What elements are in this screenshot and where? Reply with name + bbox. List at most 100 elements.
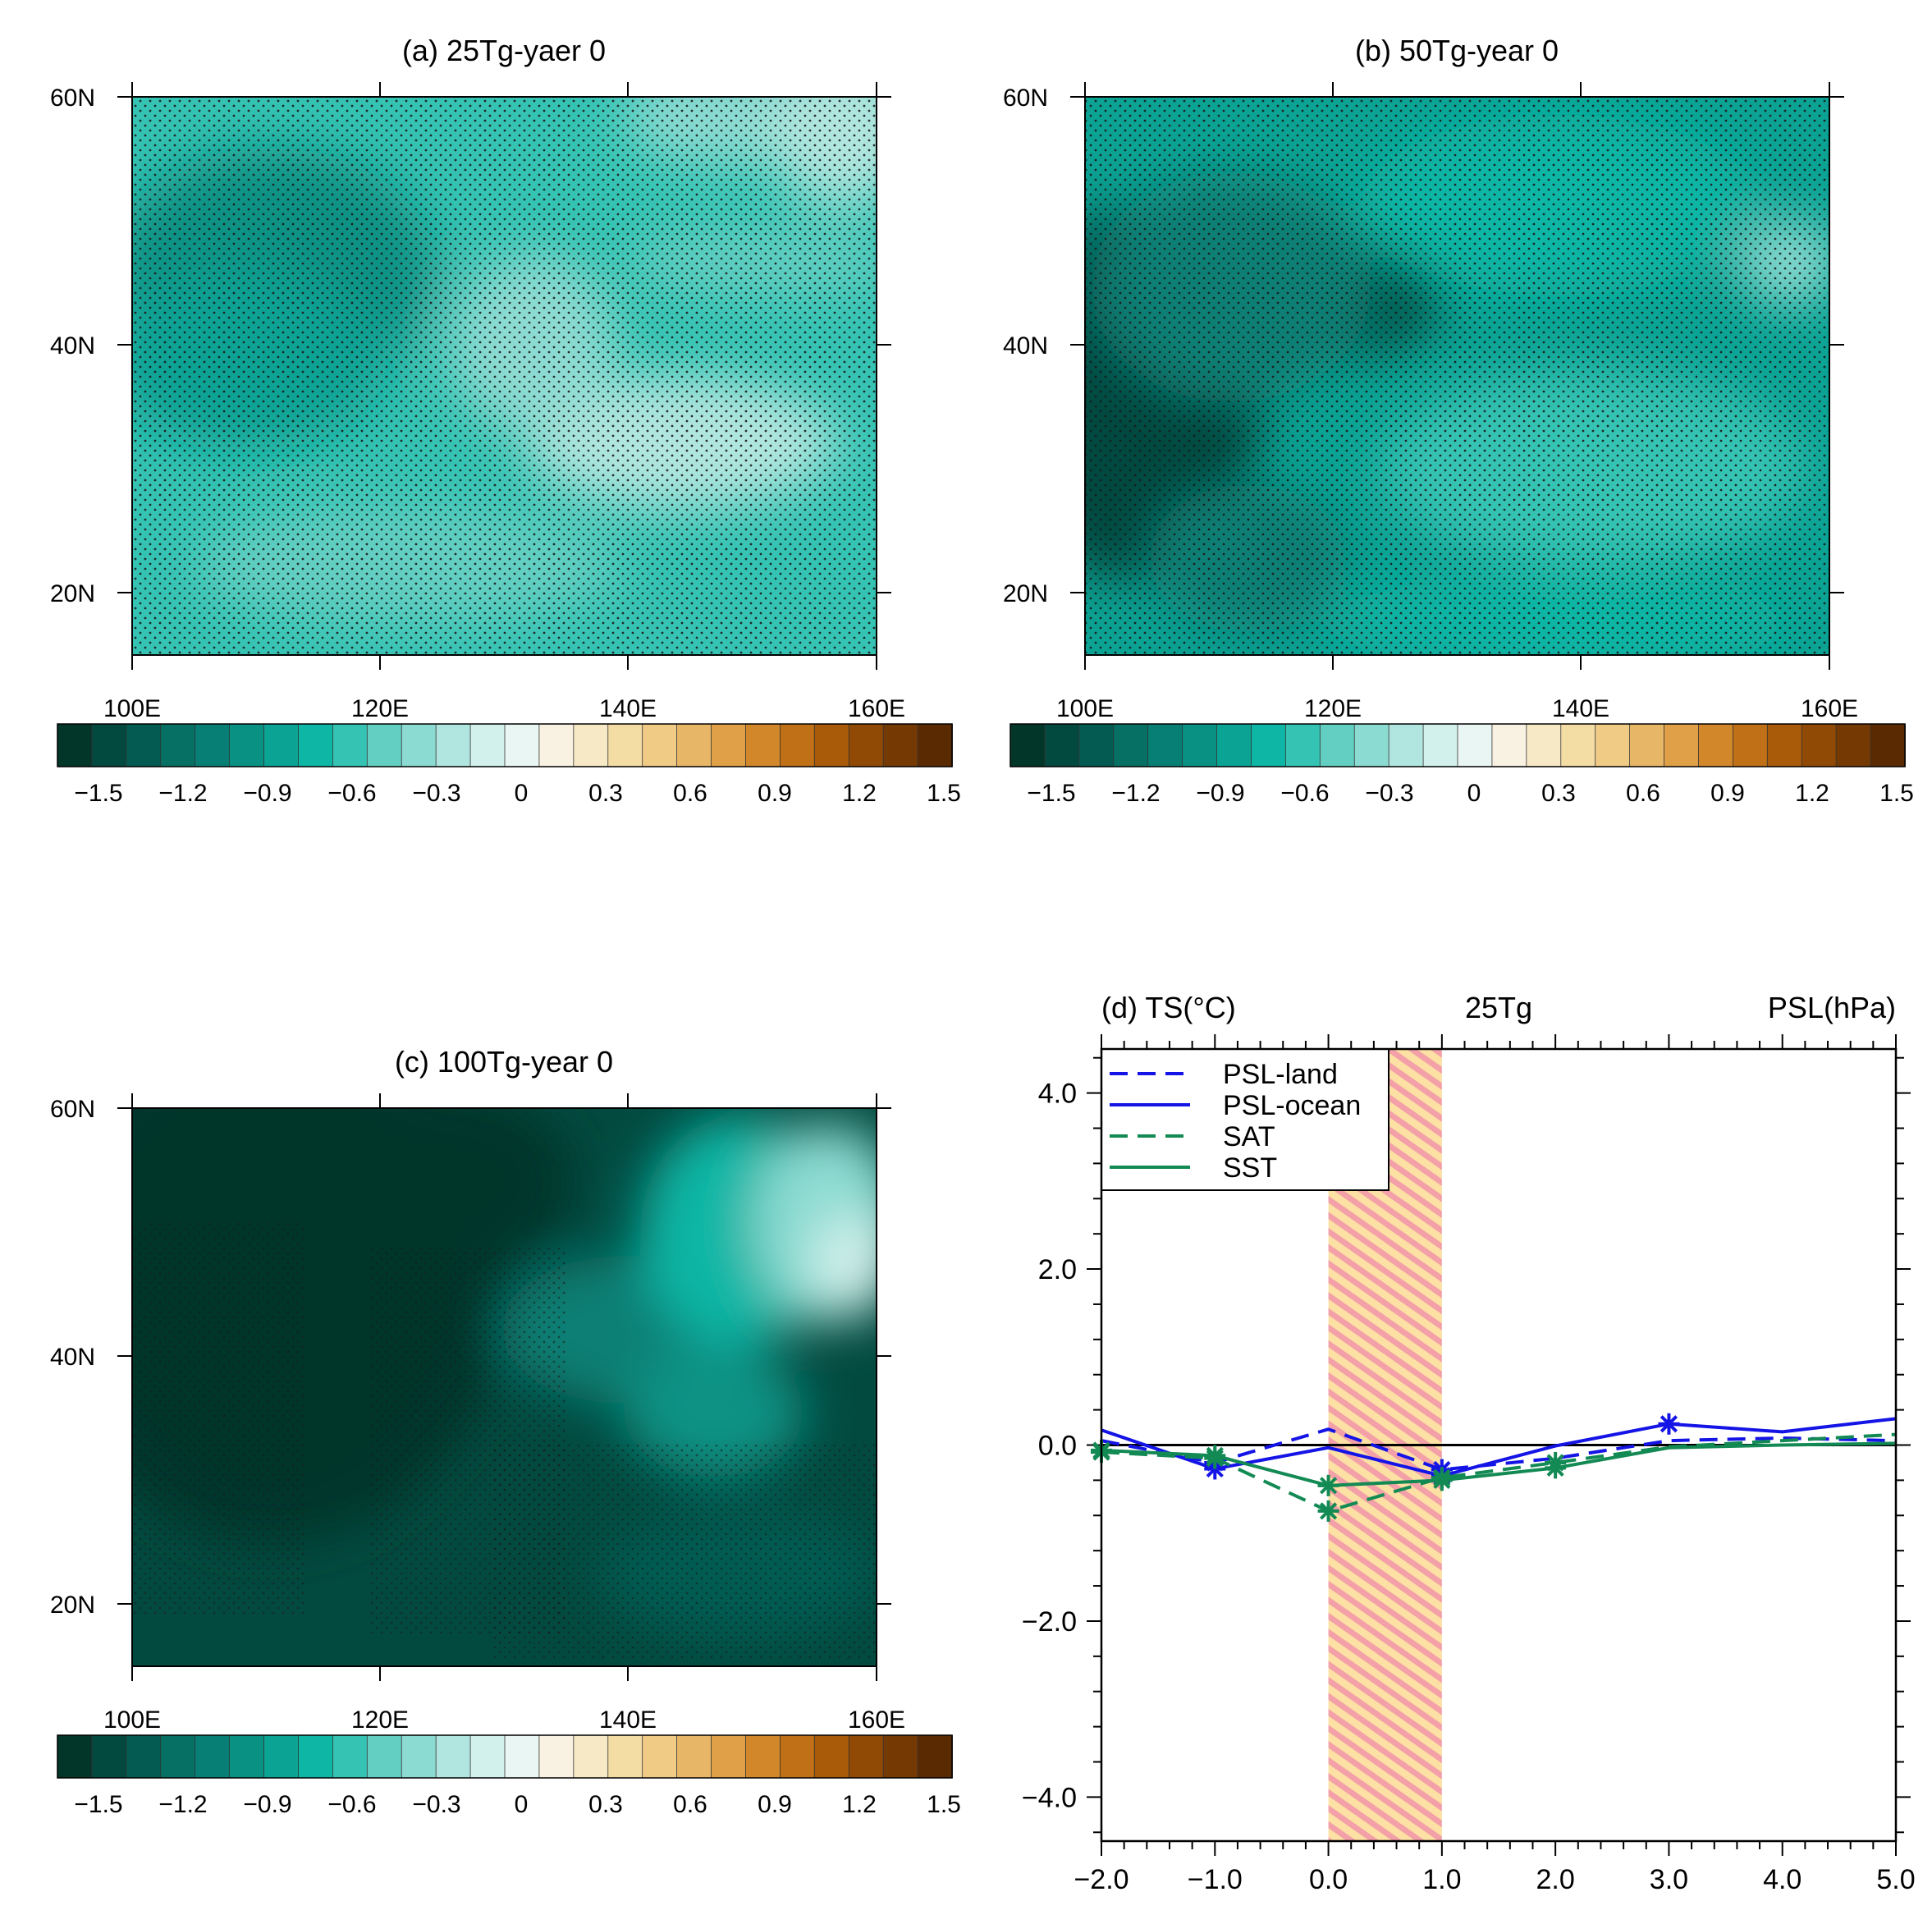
x-tick-label: 5.0 <box>1876 1864 1915 1895</box>
colorbar-label: −0.3 <box>1365 780 1413 807</box>
lon-label: 100E <box>103 695 161 722</box>
colorbar-swatch <box>263 723 300 767</box>
y-tick-label: 0.0 <box>1038 1431 1077 1462</box>
colorbar-swatch <box>882 723 918 767</box>
series-marker <box>1206 1446 1224 1464</box>
series-line-sst <box>1101 1441 1897 1487</box>
lon-label: 100E <box>103 1706 161 1734</box>
lat-label: 40N <box>1003 332 1048 360</box>
colorbar-label: 0 <box>515 1791 529 1818</box>
colorbar-swatch <box>711 1734 747 1779</box>
lat-label: 20N <box>50 580 95 607</box>
lon-label: 140E <box>1552 695 1609 722</box>
colorbar-swatch <box>126 1734 162 1779</box>
chart-title-right: PSL(hPa) <box>1768 991 1896 1024</box>
lat-label: 60N <box>1003 85 1048 112</box>
chart-title-left: (d) TS(°C) <box>1101 991 1236 1024</box>
colorbar-swatch <box>1009 723 1046 767</box>
colorbar-swatch <box>1801 723 1838 767</box>
x-tick-label: 1.0 <box>1422 1864 1461 1895</box>
colorbar-label: 0.9 <box>758 780 792 807</box>
colorbar-swatch <box>1388 723 1424 767</box>
colorbar-swatch <box>1526 723 1562 767</box>
colorbar-label: 0 <box>1467 780 1481 807</box>
colorbar-label: 0.3 <box>1541 780 1576 807</box>
colorbar-swatch <box>711 723 747 767</box>
colorbar-label: 0 <box>515 780 529 807</box>
colorbar-swatch <box>917 723 953 767</box>
map-panel-a: (a) 25Tg-yaer 0 60N 40N <box>50 34 961 807</box>
colorbar-swatch <box>298 723 334 767</box>
panel-c-title: (c) 100Tg-year 0 <box>395 1045 613 1079</box>
y-tick-label: −2.0 <box>1022 1606 1077 1638</box>
colorbar-swatch <box>882 1734 918 1779</box>
colorbar-swatch <box>1216 723 1252 767</box>
colorbar-swatch <box>1457 723 1493 767</box>
colorbar-swatch <box>160 723 196 767</box>
colorbar-swatch <box>642 723 678 767</box>
colorbar-swatch <box>332 1734 369 1779</box>
lon-label: 120E <box>1304 695 1362 722</box>
x-tick-label: −1.0 <box>1188 1864 1243 1895</box>
colorbar-label: −1.5 <box>1027 780 1075 807</box>
series-line-psl-land <box>1101 1427 1897 1472</box>
colorbar-swatch <box>1835 723 1871 767</box>
colorbar-swatch <box>504 723 540 767</box>
colorbar-swatch <box>1182 723 1218 767</box>
colorbar-label: −0.6 <box>327 1791 376 1818</box>
lat-label: 60N <box>50 1096 95 1123</box>
colorbar-swatch <box>1044 723 1080 767</box>
lon-label: 120E <box>351 1706 409 1734</box>
colorbar-swatch <box>779 723 816 767</box>
colorbar-swatch <box>538 1734 575 1779</box>
legend-label: PSL-ocean <box>1223 1090 1361 1121</box>
colorbar-swatch <box>676 1734 712 1779</box>
y-tick-label: −4.0 <box>1022 1782 1077 1813</box>
colorbar-swatch <box>917 1734 953 1779</box>
series-line-sat <box>1101 1432 1897 1513</box>
colorbar-swatch <box>57 1734 93 1779</box>
map-panel-b: (b) 50Tg-year 0 60N 40N <box>1003 34 1914 807</box>
x-tick-label: 2.0 <box>1536 1864 1575 1895</box>
lon-label: 140E <box>599 1706 657 1734</box>
colorbar-swatch <box>1870 723 1906 767</box>
x-tick-label: −2.0 <box>1074 1864 1129 1895</box>
colorbar-label: −1.2 <box>158 1791 207 1818</box>
colorbar-swatch <box>607 1734 643 1779</box>
chart-series <box>1091 1413 1897 1522</box>
colorbar-label: 1.5 <box>927 1791 961 1818</box>
colorbar-swatch <box>126 723 162 767</box>
colorbar-swatch <box>298 1734 334 1779</box>
colorbar-swatch <box>469 723 506 767</box>
legend-label: SST <box>1223 1152 1277 1184</box>
lon-label: 140E <box>599 695 657 722</box>
colorbar-swatch <box>1664 723 1700 767</box>
colorbar-swatch <box>813 723 850 767</box>
colorbar-swatch <box>332 723 369 767</box>
colorbar-label: −0.9 <box>1196 780 1244 807</box>
colorbar-label: −0.9 <box>243 1791 291 1818</box>
colorbar-b: −1.5 −1.2 −0.9 −0.6 −0.3 0 0.3 0.6 0.9 1.2 1.5 <box>1009 723 1914 807</box>
colorbar-swatch <box>1147 723 1183 767</box>
colorbar-swatch <box>1284 723 1321 767</box>
colorbar-label: 0.3 <box>588 780 623 807</box>
lon-label: 160E <box>848 1706 905 1734</box>
colorbar-label: −0.6 <box>327 780 376 807</box>
colorbar-swatch <box>229 723 265 767</box>
colorbar-swatch <box>573 1734 609 1779</box>
colorbar-swatch <box>1732 723 1769 767</box>
colorbar-swatch <box>607 723 643 767</box>
x-tick-label: 0.0 <box>1309 1864 1348 1895</box>
colorbar-label: −0.3 <box>412 780 460 807</box>
colorbar-swatch <box>1353 723 1390 767</box>
colorbar-swatch <box>1698 723 1734 767</box>
y-tick-label: 2.0 <box>1038 1254 1077 1285</box>
colorbar-swatch <box>1629 723 1665 767</box>
colorbar-label: −1.5 <box>74 1791 122 1818</box>
colorbar-swatch <box>1422 723 1458 767</box>
lon-label: 160E <box>1801 695 1858 722</box>
series-marker <box>1433 1471 1451 1489</box>
colorbar-label: 1.2 <box>842 780 877 807</box>
